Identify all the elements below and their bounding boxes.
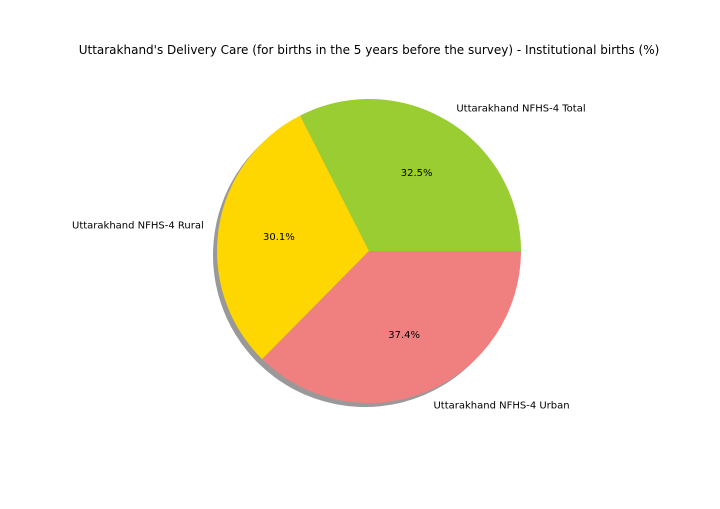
chart-title: Uttarakhand's Delivery Care (for births …	[79, 43, 660, 57]
pie-slice-uttarakhand-nfhs-4-urban	[262, 251, 521, 403]
slice-label-uttarakhand-nfhs-4-urban: Uttarakhand NFHS-4 Urban	[433, 400, 569, 411]
slice-percent-uttarakhand-nfhs-4-total: 32.5%	[401, 168, 433, 179]
pie-labels: Uttarakhand NFHS-4 Total 32.5% Uttarakhand…	[72, 103, 586, 411]
slice-percent-uttarakhand-nfhs-4-rural: 30.1%	[263, 232, 295, 243]
slice-label-uttarakhand-nfhs-4-rural: Uttarakhand NFHS-4 Rural	[72, 220, 204, 231]
slice-percent-uttarakhand-nfhs-4-urban: 37.4%	[388, 330, 420, 341]
slice-label-uttarakhand-nfhs-4-total: Uttarakhand NFHS-4 Total	[456, 103, 585, 114]
pie-slices	[217, 99, 521, 403]
pie-slice-uttarakhand-nfhs-4-rural	[217, 115, 369, 360]
pie-slice-uttarakhand-nfhs-4-total	[299, 99, 521, 251]
